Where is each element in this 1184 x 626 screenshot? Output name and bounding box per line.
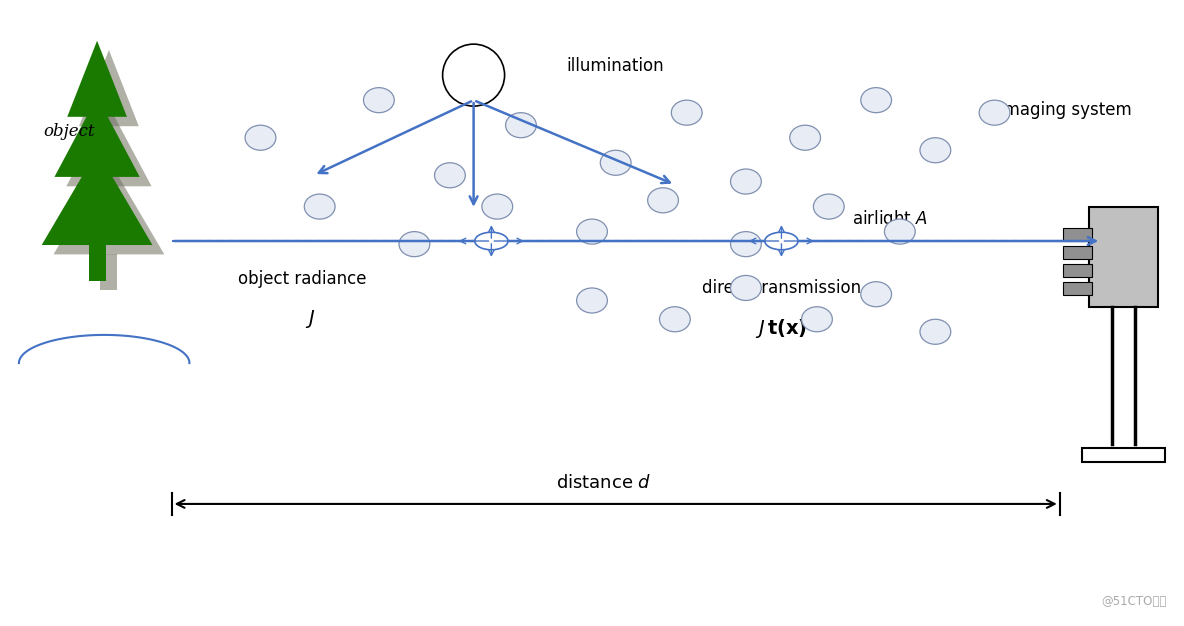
Ellipse shape	[577, 219, 607, 244]
Ellipse shape	[245, 125, 276, 150]
Ellipse shape	[648, 188, 678, 213]
Polygon shape	[444, 45, 503, 105]
Ellipse shape	[765, 232, 798, 250]
Polygon shape	[66, 106, 152, 187]
Polygon shape	[53, 160, 165, 254]
Text: $J$: $J$	[305, 308, 315, 331]
Text: object radiance: object radiance	[238, 270, 366, 287]
Polygon shape	[79, 50, 139, 126]
Text: distance $d$: distance $d$	[556, 475, 651, 492]
Polygon shape	[89, 245, 105, 281]
Ellipse shape	[600, 150, 631, 175]
Ellipse shape	[506, 113, 536, 138]
Ellipse shape	[861, 282, 892, 307]
Text: @51CTO博客: @51CTO博客	[1101, 595, 1166, 608]
Ellipse shape	[399, 232, 430, 257]
Ellipse shape	[861, 88, 892, 113]
Polygon shape	[41, 151, 153, 245]
Ellipse shape	[671, 100, 702, 125]
Ellipse shape	[475, 232, 508, 250]
Bar	[1063, 282, 1092, 295]
Ellipse shape	[731, 275, 761, 300]
Ellipse shape	[443, 44, 504, 106]
Ellipse shape	[304, 194, 335, 219]
Ellipse shape	[731, 169, 761, 194]
Ellipse shape	[577, 288, 607, 313]
Bar	[1063, 264, 1092, 277]
Ellipse shape	[363, 88, 394, 113]
Polygon shape	[67, 41, 127, 117]
Ellipse shape	[435, 163, 465, 188]
Text: object: object	[43, 123, 95, 140]
Ellipse shape	[920, 319, 951, 344]
Bar	[1082, 448, 1165, 462]
Bar	[1089, 207, 1158, 307]
Polygon shape	[54, 97, 140, 177]
Ellipse shape	[731, 232, 761, 257]
Bar	[1063, 245, 1092, 259]
Ellipse shape	[659, 307, 690, 332]
Text: imaging system: imaging system	[999, 101, 1132, 118]
Bar	[1063, 228, 1092, 240]
Ellipse shape	[920, 138, 951, 163]
Ellipse shape	[884, 219, 915, 244]
Polygon shape	[101, 254, 117, 290]
Ellipse shape	[482, 194, 513, 219]
Ellipse shape	[790, 125, 821, 150]
Text: $J\,\mathbf{t(x)}$: $J\,\mathbf{t(x)}$	[755, 317, 807, 340]
Text: airlight $A$: airlight $A$	[852, 208, 928, 230]
Text: direct transmission: direct transmission	[702, 279, 861, 297]
Ellipse shape	[802, 307, 832, 332]
Ellipse shape	[813, 194, 844, 219]
Text: illumination: illumination	[566, 57, 663, 74]
Ellipse shape	[979, 100, 1010, 125]
